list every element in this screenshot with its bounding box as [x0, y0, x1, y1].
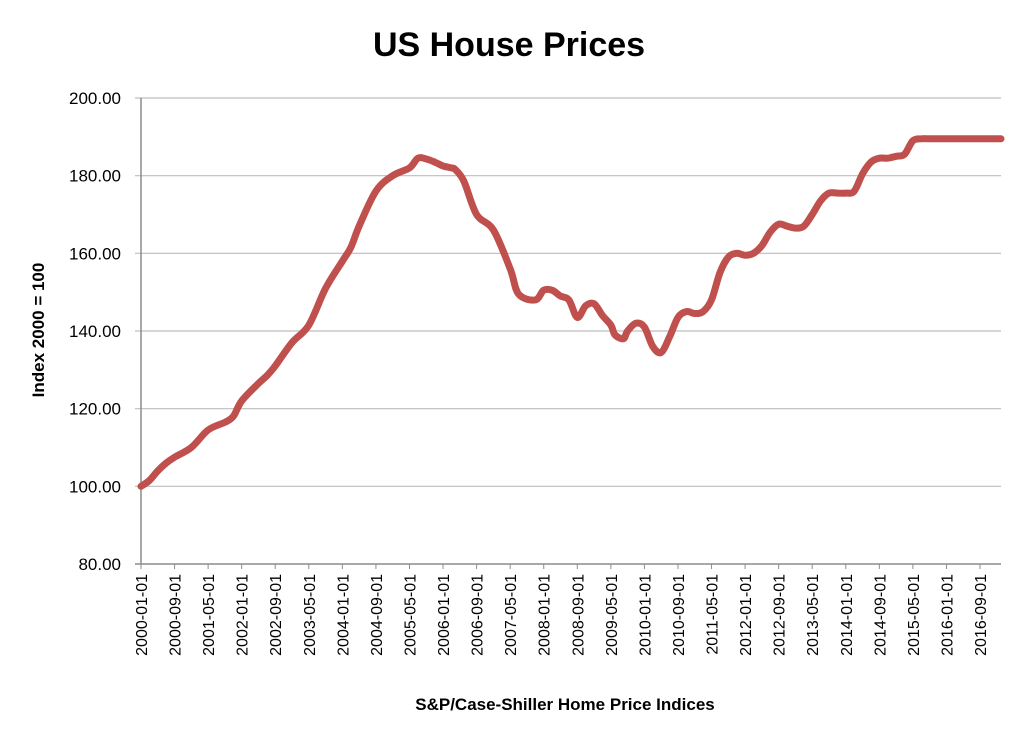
x-tick-label: 2009-05-01	[604, 574, 621, 656]
x-tick-label: 2004-09-01	[369, 574, 386, 656]
x-tick-label: 2016-09-01	[973, 574, 990, 656]
y-tick-label: 200.00	[69, 89, 121, 108]
series-layer	[137, 135, 1005, 490]
x-tick-label: 2000-01-01	[134, 574, 151, 656]
x-tick-label: 2002-01-01	[235, 574, 252, 656]
x-tick-label: 2006-01-01	[436, 574, 453, 656]
x-tick-label: 2010-01-01	[637, 574, 654, 656]
y-tick-label: 160.00	[69, 244, 121, 263]
y-tick-label: 140.00	[69, 322, 121, 341]
x-tick-label: 2012-09-01	[772, 574, 789, 656]
x-tick-label: 2000-09-01	[168, 574, 185, 656]
x-tick-label: 2001-05-01	[201, 574, 218, 656]
x-tick-label: 2008-01-01	[537, 574, 554, 656]
x-tick-label: 2003-05-01	[302, 574, 319, 656]
y-tick-label: 80.00	[78, 555, 121, 574]
x-axis-title: S&P/Case-Shiller Home Price Indices	[415, 695, 715, 714]
x-tick-label: 2002-09-01	[268, 574, 285, 656]
x-tick-label: 2011-05-01	[705, 574, 722, 655]
chart-title: US House Prices	[373, 26, 645, 64]
x-tick-label: 2004-01-01	[335, 574, 352, 656]
x-tick-label: 2014-09-01	[872, 574, 889, 656]
x-tick-label: 2015-05-01	[906, 574, 923, 656]
x-tick-label: 2010-09-01	[671, 574, 688, 656]
y-tick-label: 180.00	[69, 167, 121, 186]
y-tick-label: 120.00	[69, 400, 121, 419]
x-tick-label: 2006-09-01	[470, 574, 487, 656]
x-tick-label: 2013-05-01	[805, 574, 822, 656]
y-tick-label: 100.00	[69, 477, 121, 496]
x-tick-label: 2008-09-01	[570, 574, 587, 656]
x-axis: 2000-01-01 2000-09-01 2001-05-01 2002-01-01…	[134, 564, 990, 656]
x-tick-label: 2014-01-01	[839, 574, 856, 656]
gridlines	[135, 97, 1001, 565]
x-tick-label: 2007-05-01	[503, 574, 520, 656]
y-axis: 80.00 100.00 120.00 140.00 160.00 180.00 200.0…	[69, 89, 142, 574]
series-line	[137, 135, 1005, 490]
y-axis-title: Index 2000 = 100	[29, 263, 48, 398]
x-tick-label: 2012-01-01	[738, 574, 755, 656]
x-tick-label: 2005-05-01	[402, 574, 419, 656]
x-tick-label: 2016-01-01	[939, 574, 956, 656]
